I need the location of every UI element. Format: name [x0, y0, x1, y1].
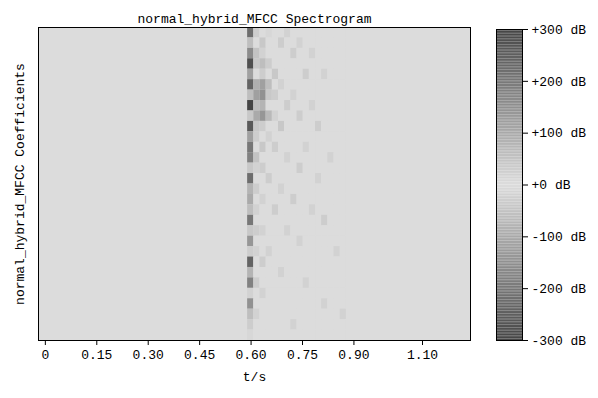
svg-text:normal_hybrid_MFCC Coefficient: normal_hybrid_MFCC Coefficients [13, 63, 28, 305]
svg-text:0.60: 0.60 [235, 348, 266, 363]
svg-text:+100 dB: +100 dB [532, 126, 587, 141]
svg-text:+200 dB: +200 dB [532, 74, 587, 89]
svg-text:0.45: 0.45 [184, 348, 215, 363]
svg-text:-300 dB: -300 dB [532, 334, 587, 349]
svg-text:0.15: 0.15 [81, 348, 112, 363]
svg-text:0: 0 [41, 348, 49, 363]
svg-text:t/s: t/s [243, 370, 266, 385]
svg-text:-200 dB: -200 dB [532, 282, 587, 297]
svg-text:normal_hybrid_MFCC Spectrogram: normal_hybrid_MFCC Spectrogram [137, 12, 371, 27]
svg-text:+300 dB: +300 dB [532, 23, 587, 38]
svg-text:0.90: 0.90 [338, 348, 369, 363]
svg-text:0.75: 0.75 [287, 348, 318, 363]
svg-text:0.30: 0.30 [133, 348, 164, 363]
svg-text:1.10: 1.10 [407, 348, 438, 363]
svg-text:-100 dB: -100 dB [532, 230, 587, 245]
svg-text:+0 dB: +0 dB [532, 178, 571, 193]
